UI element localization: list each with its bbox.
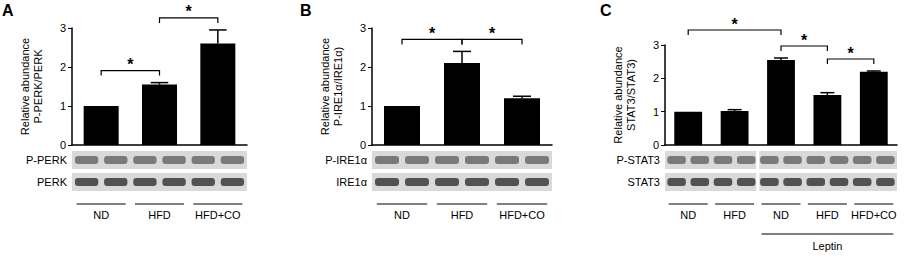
svg-text:HFD+CO: HFD+CO: [499, 209, 545, 221]
svg-text:Leptin: Leptin: [812, 240, 842, 252]
svg-text:1: 1: [360, 100, 366, 112]
svg-text:3: 3: [60, 22, 66, 34]
svg-text:2: 2: [360, 61, 366, 73]
svg-text:PERK: PERK: [37, 176, 68, 188]
svg-text:*: *: [127, 56, 134, 73]
svg-text:P-PERK: P-PERK: [26, 154, 68, 166]
svg-text:Relative abundance: Relative abundance: [19, 38, 31, 135]
svg-text:*: *: [847, 45, 854, 62]
svg-text:C: C: [600, 2, 612, 19]
svg-text:0: 0: [653, 139, 659, 151]
svg-text:B: B: [300, 2, 312, 19]
svg-text:*: *: [731, 16, 738, 33]
svg-text:HFD+CO: HFD+CO: [195, 209, 241, 221]
svg-text:2: 2: [60, 61, 66, 73]
svg-text:IRE1α: IRE1α: [336, 176, 367, 188]
svg-text:Relative abundance: Relative abundance: [612, 46, 624, 143]
svg-text:A: A: [2, 2, 14, 19]
svg-text:1: 1: [60, 100, 66, 112]
svg-text:ND: ND: [680, 209, 696, 221]
svg-text:*: *: [186, 3, 193, 20]
svg-text:HFD+CO: HFD+CO: [851, 209, 897, 221]
svg-text:*: *: [489, 25, 496, 42]
svg-text:*: *: [429, 25, 436, 42]
svg-text:*: *: [801, 32, 808, 49]
svg-text:P-STAT3: P-STAT3: [616, 154, 660, 166]
svg-text:0: 0: [360, 139, 366, 151]
svg-text:STAT3: STAT3: [627, 176, 660, 188]
svg-text:HFD: HFD: [148, 209, 171, 221]
svg-text:P-IRE1α/IRE1α): P-IRE1α/IRE1α): [332, 47, 344, 126]
svg-text:3: 3: [360, 22, 366, 34]
svg-text:P-PERK/PERK: P-PERK/PERK: [32, 49, 44, 124]
svg-text:HFD: HFD: [451, 209, 474, 221]
svg-text:ND: ND: [773, 209, 789, 221]
svg-text:Relative abundance: Relative abundance: [319, 38, 331, 135]
svg-text:2: 2: [653, 72, 659, 84]
svg-text:3: 3: [653, 39, 659, 51]
svg-text:0: 0: [60, 139, 66, 151]
svg-text:ND: ND: [394, 209, 410, 221]
svg-text:P-IRE1α: P-IRE1α: [325, 154, 367, 166]
svg-text:STAT3/STAT3): STAT3/STAT3): [625, 59, 637, 131]
svg-text:ND: ND: [93, 209, 109, 221]
svg-text:HFD: HFD: [723, 209, 746, 221]
svg-text:1: 1: [653, 106, 659, 118]
svg-text:HFD: HFD: [816, 209, 839, 221]
